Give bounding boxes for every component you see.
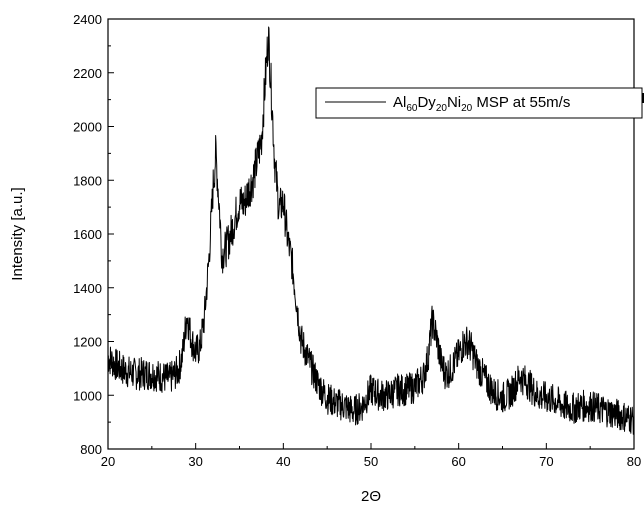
y-tick-label: 1400 xyxy=(73,281,102,296)
legend: Al60Dy20Ni20 MSP at 55m/s xyxy=(315,87,644,119)
y-tick-label: 2000 xyxy=(73,120,102,135)
x-tick-label: 60 xyxy=(451,454,465,469)
x-tick-label: 50 xyxy=(364,454,378,469)
x-axis-title: 2Θ xyxy=(361,488,381,505)
y-tick-label: 800 xyxy=(80,442,102,457)
series-line xyxy=(107,26,635,435)
legend-box xyxy=(315,87,643,119)
legend-label-part: MSP at 55m/s xyxy=(472,94,570,111)
legend-label: Al60Dy20Ni20 MSP at 55m/s xyxy=(393,94,570,114)
y-tick-label: 1000 xyxy=(73,388,102,403)
y-tick-label: 1600 xyxy=(73,227,102,242)
y-tick-label: 1200 xyxy=(73,335,102,350)
legend-label-part: Dy xyxy=(417,94,436,111)
y-tick-label: 2400 xyxy=(73,12,102,27)
legend-label-part: 20 xyxy=(436,103,448,114)
x-tick-label: 30 xyxy=(188,454,202,469)
axis-ticks: 20 30 40 50 60 70 80 800 1000 1200 1400 1600 1800 200… xyxy=(73,12,641,469)
x-tick-label: 40 xyxy=(276,454,290,469)
legend-label-part: Al xyxy=(393,94,406,111)
legend-label-part: 60 xyxy=(406,103,418,114)
legend-label-part: Ni xyxy=(447,94,461,111)
y-tick-label: 1800 xyxy=(73,173,102,188)
x-tick-label: 70 xyxy=(539,454,553,469)
legend-label-part: 20 xyxy=(461,103,473,114)
x-tick-label: 20 xyxy=(101,454,115,469)
y-tick-label: 2200 xyxy=(73,66,102,81)
y-axis-title: Intensity [a.u.] xyxy=(9,187,26,280)
x-tick-label: 80 xyxy=(627,454,641,469)
